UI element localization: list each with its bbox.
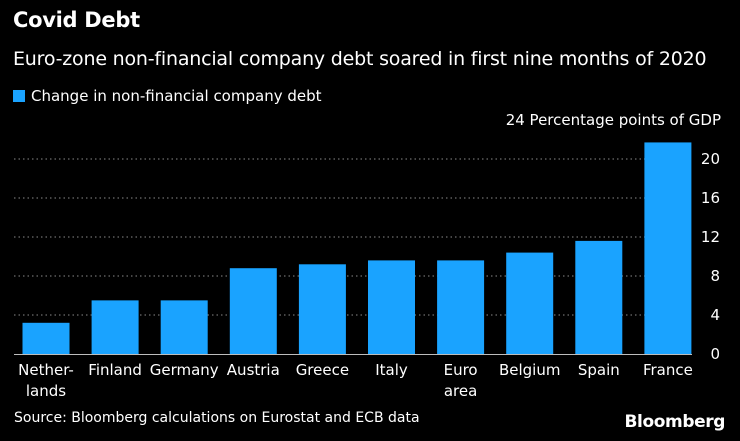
legend: Change in non-financial company debt [13,87,322,105]
chart-title: Covid Debt [13,8,140,32]
x-tick-label: France [643,361,693,379]
bar-greece [298,264,346,354]
bloomberg-logo: Bloomberg [624,412,725,432]
y-axis-unit-label: 24 Percentage points of GDP [505,111,721,129]
legend-label: Change in non-financial company debt [31,87,322,105]
bar-germany [160,300,208,354]
y-tick-label: 20 [701,150,720,168]
x-tick-label: Germany [150,361,219,379]
bar-euro-area [437,260,485,354]
x-tick-label: Finland [88,361,142,379]
bar-spain [575,240,623,354]
bar-belgium [506,252,554,354]
source-note: Source: Bloomberg calculations on Eurost… [14,410,420,426]
x-tick-label: Euro area [444,361,478,400]
y-tick-label: 8 [710,267,720,285]
x-tick-label: Italy [375,361,408,379]
x-tick-label: Nether-lands [18,361,74,400]
y-tick-label: 0 [710,345,720,363]
x-tick-label: Spain [578,361,620,379]
legend-swatch [13,90,25,102]
x-tick-label: Austria [227,361,280,379]
y-tick-label: 16 [701,189,720,207]
y-tick-label: 4 [710,306,720,324]
bar-france [644,142,692,354]
y-tick-label: 12 [701,228,720,246]
bar-finland [91,300,139,354]
bar-italy [368,260,415,354]
x-tick-label: Greece [296,361,349,379]
chart-subtitle: Euro-zone non-financial company debt soa… [13,48,707,70]
bar-netherlands [22,322,70,354]
bar-austria [229,268,277,354]
x-tick-label: Belgium [499,361,561,379]
